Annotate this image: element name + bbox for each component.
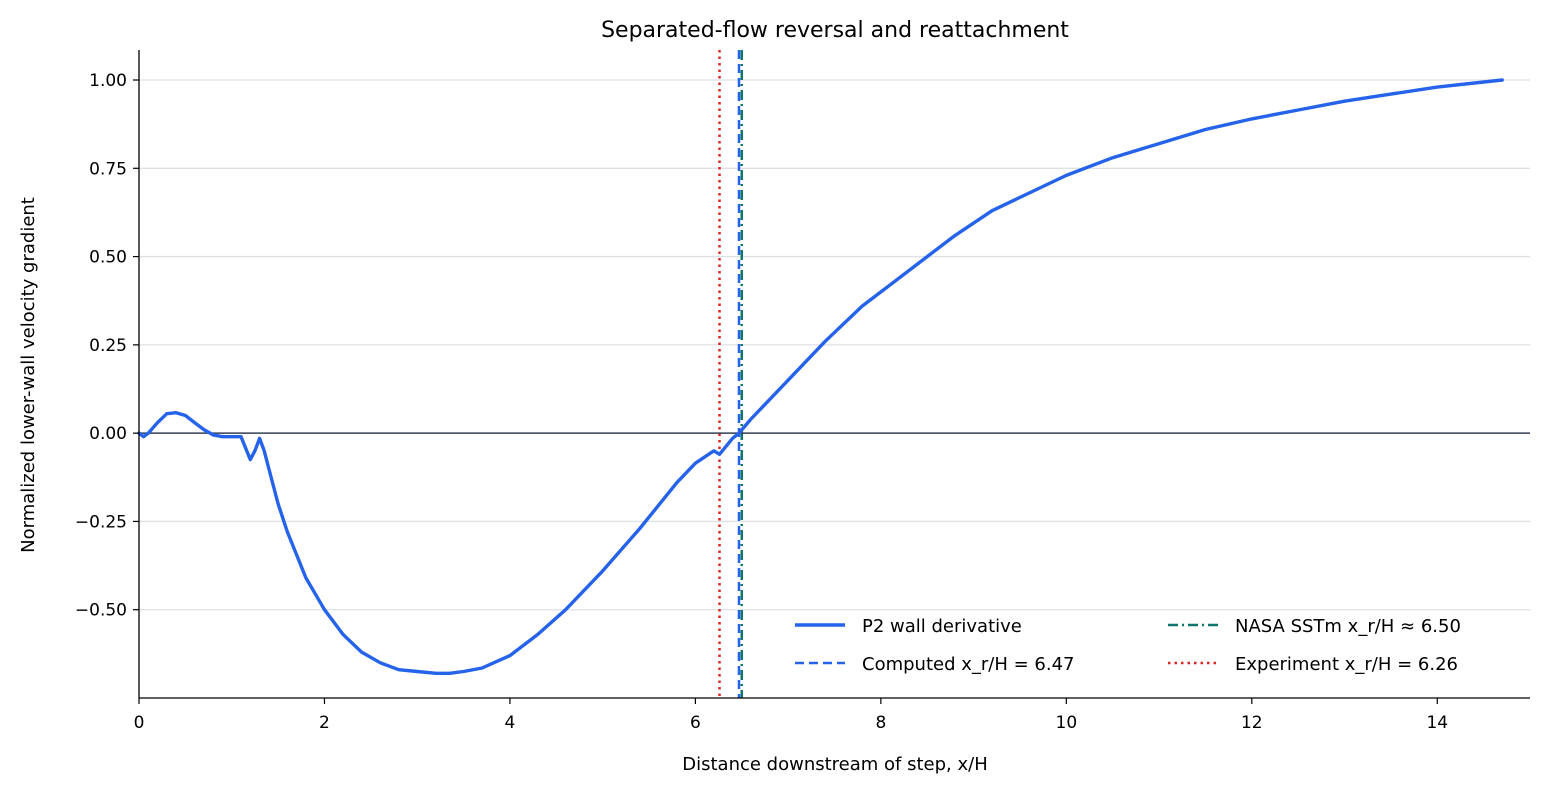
x-tick-label-3: 6 — [690, 713, 701, 733]
legend-label-1: NASA SSTm x_r/H ≈ 6.50 — [1235, 616, 1461, 637]
x-tick-label-6: 12 — [1241, 713, 1263, 733]
x-tick-label-1: 2 — [319, 713, 330, 733]
x-tick-label-7: 14 — [1426, 713, 1448, 733]
chart-title: Separated-flow reversal and reattachment — [601, 18, 1069, 43]
x-tick-label-2: 4 — [505, 713, 516, 733]
legend-label-2: Computed x_r/H = 6.47 — [862, 654, 1074, 675]
legend-label-0: P2 wall derivative — [862, 616, 1022, 637]
y-tick-label-0: −0.50 — [75, 601, 127, 621]
y-axis-label: Normalized lower-wall velocity gradient — [18, 197, 39, 553]
series-line-0 — [137, 78, 1504, 675]
y-tick-label-4: 0.50 — [89, 248, 127, 268]
x-axis-label: Distance downstream of step, x/H — [682, 754, 988, 775]
y-tick-label-6: 1.00 — [89, 71, 127, 91]
y-tick-label-2: 0.00 — [89, 424, 127, 444]
reference-lines — [139, 50, 1530, 698]
ticks: 0 2 4 6 8 10 12 14 −0.50 −0.25 0.00 0.25 0.50 0.75 1.0… — [75, 71, 1448, 733]
axes — [138, 50, 1530, 699]
y-tick-label-1: −0.25 — [75, 512, 127, 532]
x-tick-label-5: 10 — [1056, 713, 1078, 733]
y-tick-label-5: 0.75 — [89, 159, 127, 179]
grid — [139, 79, 1530, 611]
x-tick-label-4: 8 — [875, 713, 886, 733]
legend: P2 wall derivative NASA SSTm x_r/H ≈ 6.50… — [795, 616, 1461, 675]
x-tick-label-0: 0 — [134, 713, 145, 733]
series — [137, 78, 1504, 675]
y-tick-label-3: 0.25 — [89, 336, 127, 356]
legend-label-3: Experiment x_r/H = 6.26 — [1235, 654, 1458, 675]
